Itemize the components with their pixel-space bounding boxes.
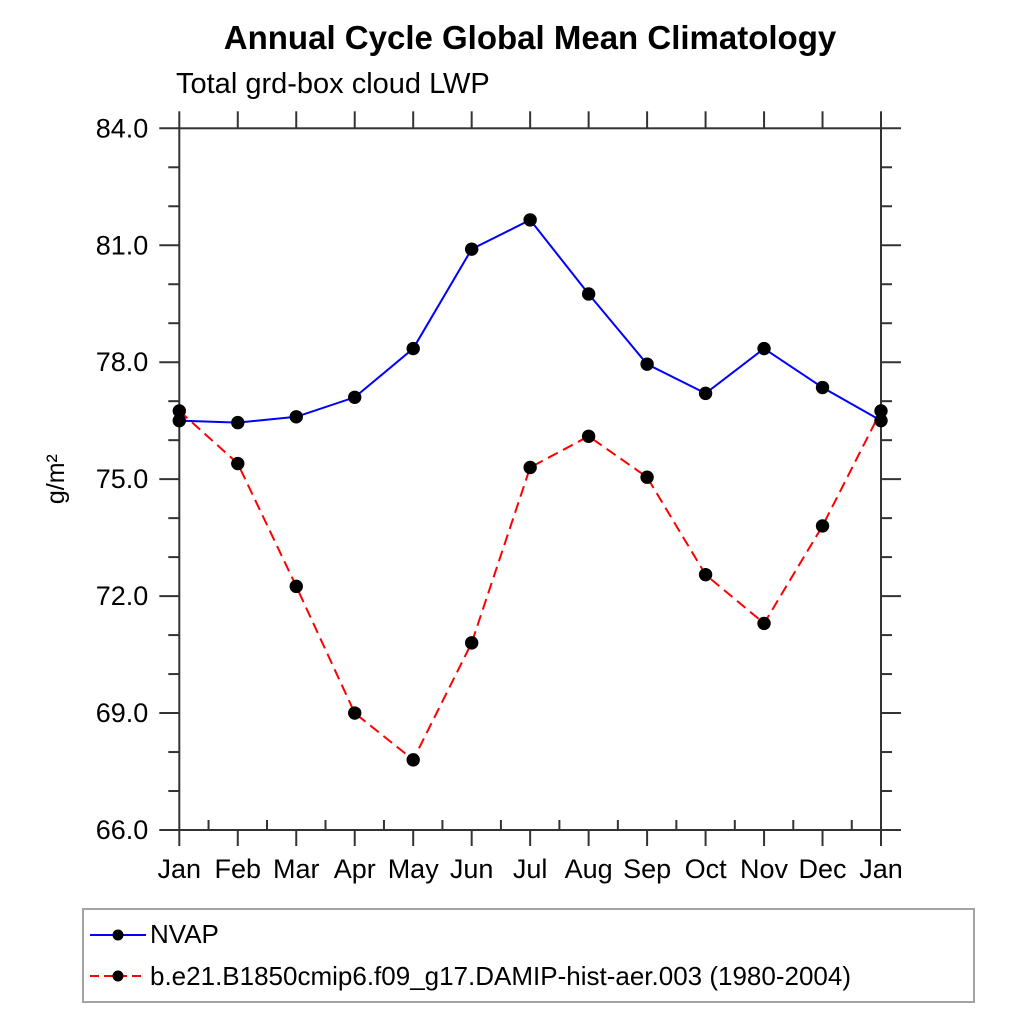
data-point-marker: [698, 386, 713, 401]
data-point-marker: [757, 616, 771, 631]
y-tick-label: 78.0: [96, 347, 149, 377]
data-point-marker: [348, 390, 362, 404]
x-tick-label: May: [388, 854, 440, 884]
data-point-marker: [289, 579, 303, 594]
data-point-marker: [172, 413, 186, 428]
x-tick-label: Nov: [740, 854, 789, 884]
x-tick-label: Jan: [859, 854, 903, 884]
x-tick-label: Jan: [158, 854, 202, 884]
legend-row-model: b.e21.B1850cmip6.f09_g17.DAMIP-hist-aer.…: [89, 959, 973, 993]
model-line-swatch-icon: [90, 970, 146, 982]
x-tick-label: Jul: [513, 854, 548, 884]
x-tick-label: Sep: [623, 854, 671, 884]
x-tick-label: Apr: [334, 854, 376, 884]
x-tick-label: Jun: [450, 854, 494, 884]
x-tick-label: Oct: [685, 854, 728, 884]
nvap-series-line: [179, 218, 882, 424]
x-tick-label: Feb: [215, 854, 262, 884]
data-point-marker: [464, 242, 479, 256]
legend-marker-dot: [112, 929, 124, 941]
chart-title: Annual Cycle Global Mean Climatology: [223, 19, 837, 56]
data-point-marker: [698, 567, 713, 582]
data-point-marker: [815, 380, 830, 395]
data-point-marker: [640, 470, 654, 484]
legend-row-nvap: NVAP: [89, 918, 973, 952]
y-tick-label: 81.0: [96, 230, 149, 260]
legend-marker-dot: [112, 970, 124, 982]
y-tick-label: 84.0: [96, 113, 149, 143]
data-point-marker: [874, 413, 888, 428]
plot-frame: [178, 127, 883, 832]
data-point-marker: [815, 519, 830, 533]
data-point-marker: [231, 456, 245, 471]
data-point-marker: [581, 429, 596, 443]
data-point-marker: [464, 636, 479, 650]
data-point-marker: [289, 410, 303, 424]
y-tick-label: 69.0: [96, 698, 149, 728]
legend: NVAP b.e21.B1850cmip6.f09_g17.DAMIP-hist…: [82, 908, 975, 1003]
x-tick-label: Aug: [565, 854, 613, 884]
data-point-marker: [523, 460, 537, 475]
data-point-marker: [523, 213, 537, 227]
data-point-marker: [348, 706, 362, 720]
data-point-marker: [874, 404, 888, 418]
data-point-marker: [640, 357, 654, 371]
y-tick-label: 72.0: [96, 581, 149, 611]
data-point-marker: [757, 341, 771, 356]
nvap-line-swatch-icon: [90, 929, 146, 941]
data-point-marker: [406, 753, 420, 767]
y-tick-label: 75.0: [96, 464, 149, 494]
data-point-marker: [172, 404, 186, 418]
x-tick-label: Dec: [799, 854, 847, 884]
legend-label-nvap: NVAP: [150, 919, 219, 950]
y-tick-label: 66.0: [96, 815, 149, 845]
data-point-marker: [231, 415, 245, 430]
legend-label-model: b.e21.B1850cmip6.f09_g17.DAMIP-hist-aer.…: [150, 960, 851, 991]
x-tick-label: Mar: [273, 854, 320, 884]
data-point-marker: [406, 341, 420, 356]
chart-subtitle: Total grd-box cloud LWP: [176, 68, 490, 100]
data-point-marker: [581, 287, 596, 301]
y-axis-title: g/m²: [42, 454, 70, 504]
